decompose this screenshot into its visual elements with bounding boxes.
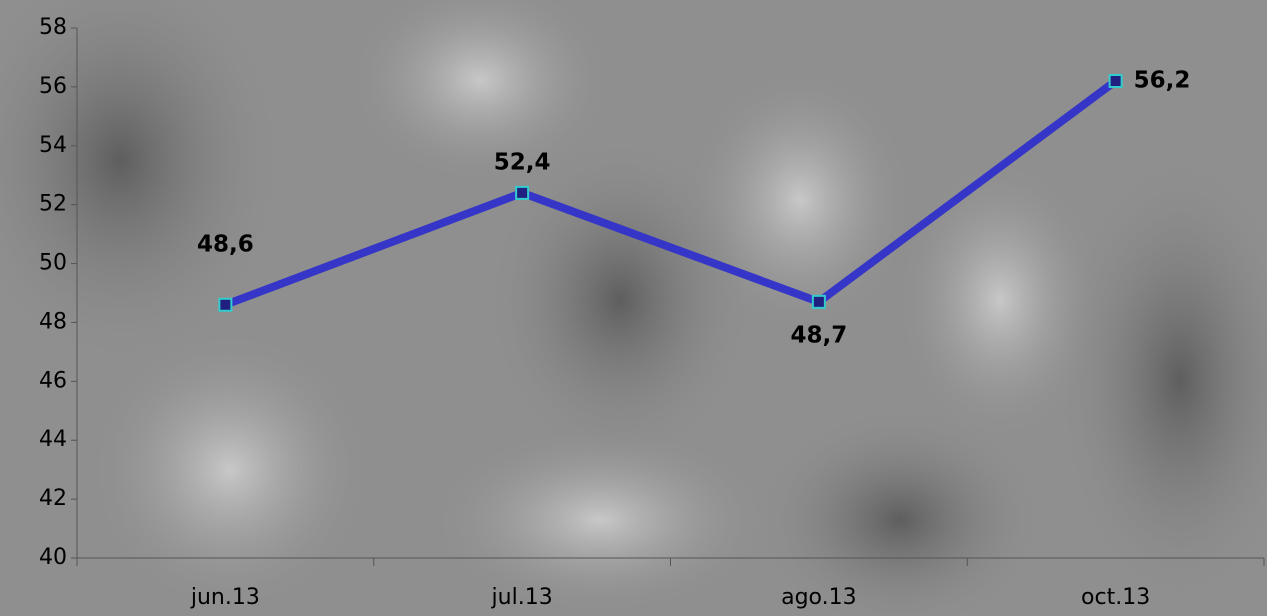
data-label: 48,6 — [197, 231, 254, 257]
y-tick-label: 54 — [39, 133, 67, 158]
y-tick-label: 44 — [39, 427, 67, 452]
y-tick-label: 56 — [39, 74, 67, 99]
marker — [218, 297, 233, 312]
y-tick-label: 42 — [39, 486, 67, 511]
y-tick-label: 40 — [39, 545, 67, 570]
series-line — [223, 77, 1119, 309]
x-tick-label: oct.13 — [1081, 585, 1150, 610]
x-tick-label: ago.13 — [781, 585, 857, 610]
marker — [811, 294, 826, 309]
marker — [1108, 74, 1123, 88]
y-tick-label: 58 — [39, 15, 67, 40]
x-tick-label: jul.13 — [491, 585, 553, 610]
data-label: 48,7 — [791, 322, 848, 348]
y-tick-label: 52 — [39, 192, 67, 217]
marker — [515, 185, 530, 200]
y-tick-label: 46 — [39, 368, 67, 393]
x-tick-label: jun.13 — [190, 585, 260, 610]
y-tick-label: 48 — [39, 309, 67, 334]
y-tick-label: 50 — [39, 251, 67, 276]
data-label: 52,4 — [494, 149, 551, 175]
data-label: 56,2 — [1134, 68, 1191, 94]
